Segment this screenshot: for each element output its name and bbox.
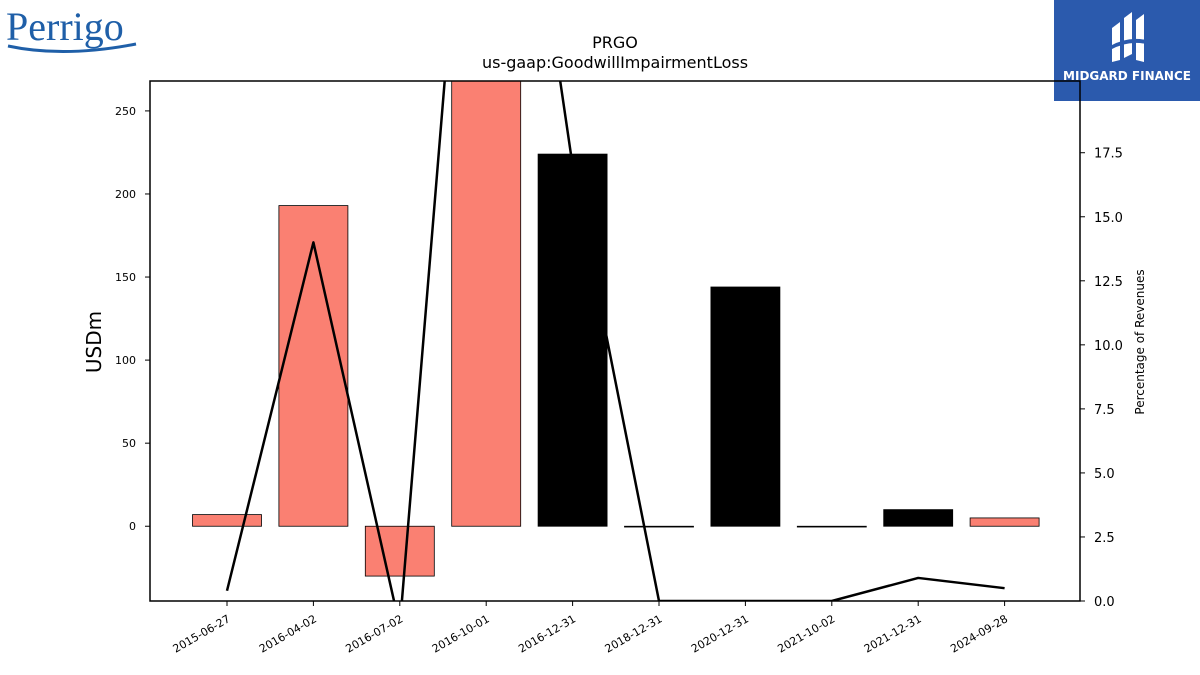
y-tick-label: 150 (115, 271, 136, 284)
y-axis-right: 0.0 2.5 5.0 7.5 10.0 12.5 15.0 17.5 (1080, 147, 1123, 610)
x-tick-label: 2018-12-31 (603, 612, 665, 655)
x-tick-label: 2021-12-31 (862, 612, 924, 655)
y2-tick-label: 2.5 (1094, 531, 1115, 546)
y2-tick-label: 7.5 (1094, 403, 1115, 418)
x-tick-label: 2021-10-02 (775, 612, 837, 655)
x-tick-label: 2024-09-28 (948, 612, 1010, 655)
x-tick-label: 2016-04-02 (257, 612, 319, 655)
y-axis-label: USDm (82, 311, 106, 373)
y-tick-label: 0 (129, 520, 136, 533)
bar-2016-04-02 (278, 205, 349, 527)
midgard-mark-icon: MIDGARD FINANCE (1063, 12, 1191, 83)
x-tick-label: 2016-10-01 (430, 612, 492, 655)
x-tick-label: 2020-12-31 (689, 612, 751, 655)
chart-subtitle: us-gaap:GoodwillImpairmentLoss (482, 53, 748, 72)
x-tick-label: 2016-07-02 (343, 612, 405, 655)
y2-tick-label: 10.0 (1094, 339, 1123, 354)
bar-2016-07-02 (364, 525, 435, 577)
bar-2018-12-31 (624, 525, 694, 528)
revenue-pct-line-path (225, 81, 1005, 601)
y2-tick-label: 12.5 (1094, 275, 1123, 290)
revenue-pct-line (225, 81, 1005, 601)
y-axis-left: 0 50 100 150 200 250 (115, 105, 150, 533)
perrigo-logo-text: Perrigo (6, 4, 124, 49)
bar-2021-12-31 (883, 509, 954, 527)
chart-title: PRGO (592, 33, 638, 52)
x-tick-label: 2016-12-31 (516, 612, 578, 655)
y-tick-label: 100 (115, 354, 136, 367)
bar-2015-06-27 (192, 514, 262, 527)
x-axis: 2015-06-27 2016-04-02 2016-07-02 2016-10-01… (171, 601, 1010, 656)
bar-2016-10-01 (451, 81, 522, 527)
bar-2021-10-02 (796, 525, 867, 528)
y-tick-label: 250 (115, 105, 136, 118)
plot-frame (149, 80, 1081, 602)
midgard-finance-logo: MIDGARD FINANCE (1054, 0, 1200, 101)
y2-tick-label: 17.5 (1094, 147, 1123, 162)
y-tick-label: 200 (115, 188, 136, 201)
bar-2016-12-31 (537, 153, 608, 527)
perrigo-swoosh (7, 42, 137, 53)
y2-tick-label: 5.0 (1094, 467, 1115, 482)
y-tick-label: 50 (122, 437, 136, 450)
perrigo-logo: Perrigo (6, 4, 137, 53)
y2-tick-label: 15.0 (1094, 211, 1123, 226)
y2-axis-label: Percentage of Revenues (1133, 269, 1147, 414)
bar-2024-09-28 (969, 517, 1040, 527)
y2-tick-label: 0.0 (1094, 595, 1115, 610)
bar-series (192, 81, 1040, 577)
bar-2020-12-31 (710, 286, 781, 527)
midgard-logo-text: MIDGARD FINANCE (1063, 69, 1191, 83)
x-tick-label: 2015-06-27 (171, 612, 233, 655)
